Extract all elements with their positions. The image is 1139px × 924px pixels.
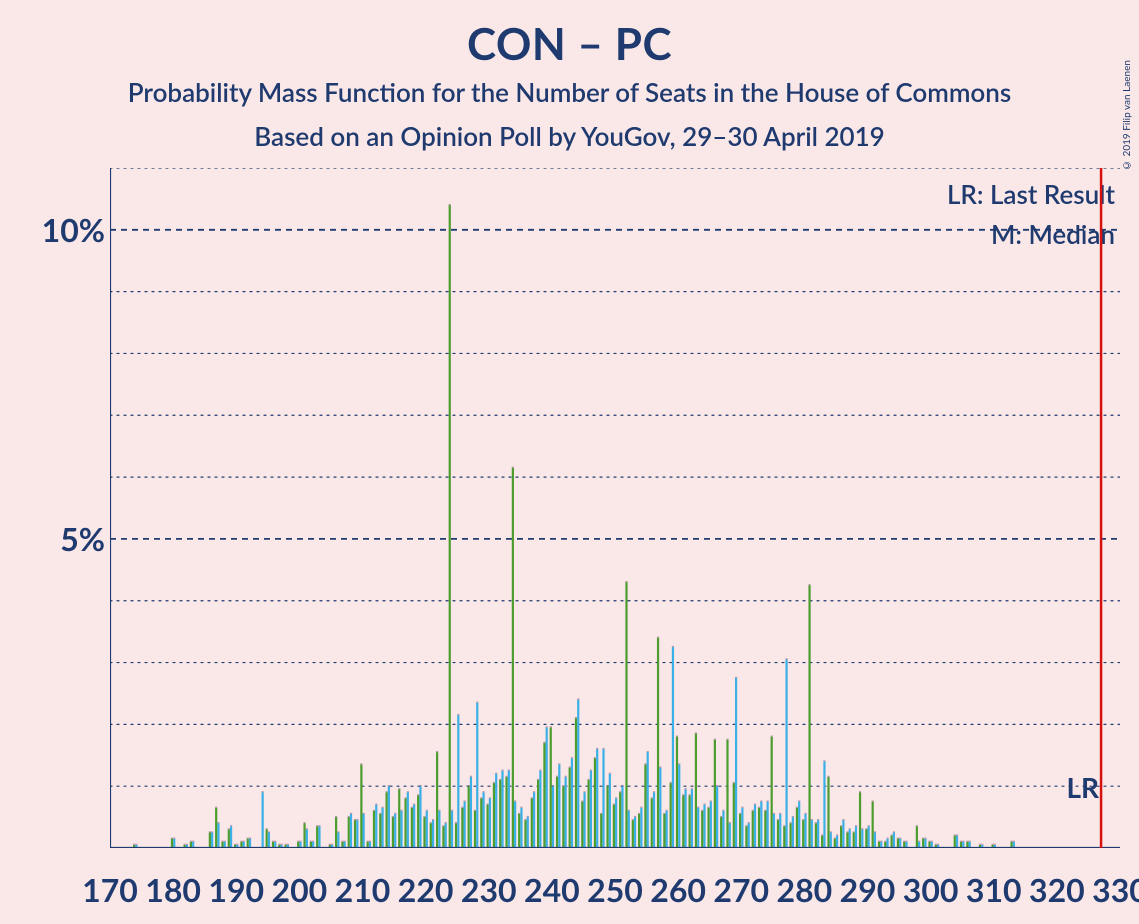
x-axis-label: 280	[777, 870, 833, 909]
chart-title: CON – PC	[0, 18, 1139, 70]
x-axis-label: 320	[1029, 870, 1085, 909]
chart-page: CON – PC Probability Mass Function for t…	[0, 0, 1139, 924]
x-axis-label: 290	[840, 870, 896, 909]
y-axis-label: 5%	[60, 519, 105, 558]
x-axis-label: 180	[145, 870, 201, 909]
chart-subtitle: Probability Mass Function for the Number…	[0, 76, 1139, 108]
copyright-text: © 2019 Filip van Laenen	[1121, 60, 1133, 171]
chart-subtitle2: Based on an Opinion Poll by YouGov, 29–3…	[0, 120, 1139, 152]
x-axis-label: 220	[398, 870, 454, 909]
x-axis-label: 260	[650, 870, 706, 909]
pmf-chart	[110, 168, 1120, 848]
x-axis-label: 300	[903, 870, 959, 909]
x-axis-label: 250	[587, 870, 643, 909]
x-axis-label: 170	[82, 870, 138, 909]
x-axis-label: 190	[208, 870, 264, 909]
x-axis-label: 270	[713, 870, 769, 909]
x-axis-label: 330	[1092, 870, 1139, 909]
x-axis-label: 230	[461, 870, 517, 909]
y-axis-label: 10%	[42, 210, 105, 249]
x-axis-label: 240	[524, 870, 580, 909]
x-axis-label: 310	[966, 870, 1022, 909]
x-axis-label: 200	[272, 870, 328, 909]
x-axis-label: 210	[335, 870, 391, 909]
